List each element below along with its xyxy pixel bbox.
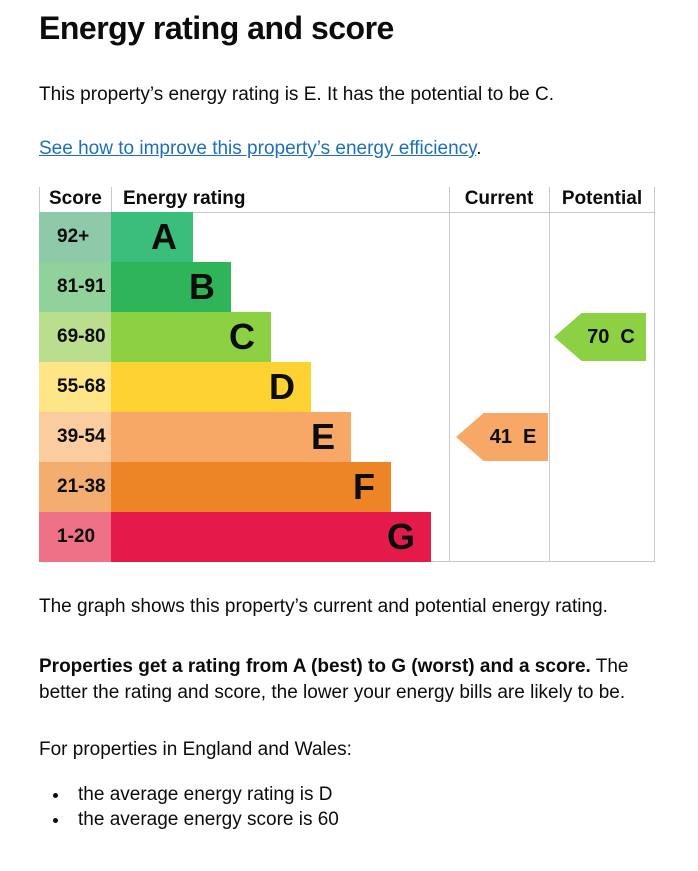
column-header-energy-rating: Energy rating (123, 188, 246, 209)
band-row-f: 21-38 F (39, 462, 655, 512)
band-bar-f: F (111, 462, 391, 512)
grid-line-right (654, 187, 655, 562)
band-bar-e: E (111, 412, 351, 462)
region-heading: For properties in England and Wales: (39, 739, 352, 760)
band-bar-a: A (111, 212, 193, 262)
potential-score: 70 (587, 325, 610, 348)
page-title: Energy rating and score (39, 10, 394, 46)
band-bar-b: B (111, 262, 231, 312)
band-row-g: 1-20 G (39, 512, 655, 562)
current-band: E (522, 425, 537, 448)
list-item: the average energy score is 60 (70, 807, 659, 832)
current-score: 41 (489, 425, 512, 448)
band-score-range: 55-68 (39, 362, 111, 412)
list-item: the average energy rating is D (70, 782, 659, 807)
grid-line-header-bottom (39, 212, 655, 213)
band-score-range: 92+ (39, 212, 111, 262)
band-bar-d: D (111, 362, 311, 412)
rating-summary-text: This property’s energy rating is E. It h… (39, 84, 555, 105)
epc-chart: Score Energy rating Current Potential 92… (39, 187, 655, 562)
band-row-d: 55-68 D (39, 362, 655, 412)
rating-explanation-rest: The better the rating and score, the low… (39, 656, 629, 703)
band-score-range: 21-38 (39, 462, 111, 512)
band-score-range: 81-91 (39, 262, 111, 312)
column-header-score: Score (49, 188, 102, 209)
rating-explanation: Properties get a rating from A (best) to… (39, 654, 659, 706)
potential-band: C (620, 325, 635, 348)
band-score-range: 39-54 (39, 412, 111, 462)
band-row-e: 39-54 E (39, 412, 655, 462)
improve-efficiency-link[interactable]: See how to improve this property’s energ… (39, 138, 477, 159)
averages-list: the average energy rating is D the avera… (39, 782, 659, 832)
grid-line-rating (449, 187, 450, 562)
rating-explanation-bold: Properties get a rating from A (best) to… (39, 656, 591, 677)
grid-line-current (549, 187, 550, 562)
band-bar-g: G (111, 512, 431, 562)
band-score-range: 1-20 (39, 512, 111, 562)
band-score-range: 69-80 (39, 312, 111, 362)
link-suffix: . (476, 138, 482, 159)
band-row-b: 81-91 B (39, 262, 655, 312)
band-row-a: 92+ A (39, 212, 655, 262)
improve-link-line: See how to improve this property’s energ… (39, 136, 659, 162)
graph-caption: The graph shows this property’s current … (39, 596, 608, 617)
band-row-c: 69-80 C (39, 312, 655, 362)
column-header-potential: Potential (561, 188, 643, 209)
column-header-current: Current (464, 188, 534, 209)
band-bar-c: C (111, 312, 271, 362)
